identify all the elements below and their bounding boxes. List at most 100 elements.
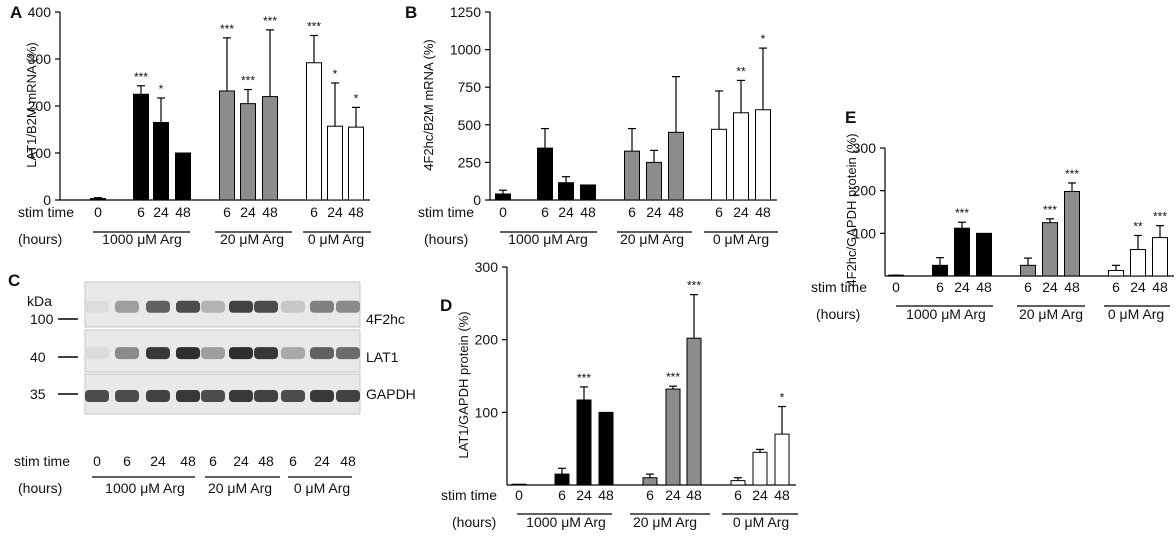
x-tick-label: 6	[137, 204, 145, 220]
lane-label: 24	[314, 453, 330, 469]
group-label: 20 μM Arg	[620, 231, 684, 247]
kda-marker-label: 35	[30, 386, 46, 402]
y-tick-label: 200	[853, 183, 877, 199]
blot-band	[85, 300, 109, 313]
blot-band	[201, 390, 225, 402]
x-tick-label: 24	[1042, 279, 1058, 295]
bar	[175, 152, 191, 201]
blot-band	[281, 347, 305, 360]
significance-marker: ***	[307, 20, 321, 34]
lane-label: 48	[340, 453, 356, 469]
panel-letter: D	[440, 296, 452, 315]
significance-marker: **	[736, 64, 746, 78]
x-tick-label: 6	[628, 204, 636, 220]
bar	[1152, 237, 1168, 277]
blot-band	[254, 300, 278, 313]
x-tick-label: 0	[515, 487, 523, 503]
y-tick-label: 500	[458, 117, 482, 133]
bar	[954, 227, 970, 277]
y-axis-label: LAT1/B2M mRNA (%)	[24, 42, 39, 167]
group-label: 0 μM Arg	[308, 231, 364, 247]
blot-band	[310, 390, 334, 402]
stim-time-label: stim time	[811, 279, 867, 295]
significance-marker: ***	[666, 370, 680, 384]
significance-marker: ***	[220, 22, 234, 36]
x-tick-label: 48	[580, 204, 596, 220]
blot-band	[336, 390, 360, 402]
bar	[133, 93, 149, 201]
blot-band	[281, 390, 305, 402]
y-tick-label: 200	[28, 98, 52, 114]
lane-label: 6	[123, 453, 131, 469]
y-tick-label: 300	[475, 259, 499, 275]
bar	[752, 451, 768, 486]
group-label: 1000 μM Arg	[526, 514, 606, 530]
x-tick-label: 24	[576, 487, 592, 503]
bar	[686, 337, 702, 486]
group-label: 20 μM Arg	[633, 514, 697, 530]
x-tick-label: 24	[752, 487, 768, 503]
panel-letter: E	[845, 108, 856, 127]
bar	[711, 128, 727, 201]
bar	[642, 477, 658, 486]
blot-band	[115, 390, 139, 402]
x-tick-label: 24	[954, 279, 970, 295]
significance-marker: ***	[134, 70, 148, 84]
hours-label: (hours)	[424, 231, 468, 247]
x-tick-label: 6	[1024, 279, 1032, 295]
blot-band	[310, 347, 334, 360]
group-label: 1000 μM Arg	[102, 231, 182, 247]
bar	[537, 147, 553, 201]
group-label: 0 μM Arg	[733, 514, 789, 530]
x-tick-label: 24	[558, 204, 574, 220]
group-label: 0 μM Arg	[1108, 306, 1164, 322]
significance-marker: ***	[1153, 210, 1167, 224]
y-tick-label: 300	[853, 140, 877, 156]
group-label: 1000 μM Arg	[508, 231, 588, 247]
bar	[306, 62, 322, 201]
blot-band	[176, 390, 200, 402]
y-tick-label: 0	[43, 192, 51, 208]
blot-band	[229, 300, 253, 313]
x-tick-label: 24	[1130, 279, 1146, 295]
x-tick-label: 24	[327, 204, 343, 220]
band-label: GAPDH	[366, 386, 416, 402]
panel-a-chart: A 0 100 200 300 400 LAT1/B2M mRNA (%) 0 *** 6 * 24 4…	[10, 3, 371, 247]
bar	[646, 161, 662, 201]
significance-marker: ***	[577, 371, 591, 385]
bar	[580, 184, 596, 201]
lane-label: 24	[150, 453, 166, 469]
blot-band	[146, 390, 170, 402]
blot-band	[310, 300, 334, 313]
band-label: 4F2hc	[366, 311, 405, 327]
y-axis-label: LAT1/GAPDH protein (%)	[456, 311, 471, 458]
x-tick-label: 48	[1152, 279, 1168, 295]
bar	[1064, 191, 1080, 277]
y-tick-label: 200	[475, 332, 499, 348]
x-tick-label: 48	[976, 279, 992, 295]
x-tick-label: 48	[1064, 279, 1080, 295]
blot-band	[336, 347, 360, 360]
lane-label: 48	[180, 453, 196, 469]
bar	[348, 126, 364, 201]
group-label: 1000 μM Arg	[906, 306, 986, 322]
y-tick-label: 300	[28, 51, 52, 67]
bar	[932, 264, 948, 277]
x-tick-label: 48	[175, 204, 191, 220]
band-label: LAT1	[366, 349, 399, 365]
x-tick-label: 48	[686, 487, 702, 503]
blot-band	[115, 300, 139, 313]
blot-band	[254, 347, 278, 360]
bar	[558, 182, 574, 201]
y-tick-label: 100	[853, 225, 877, 241]
x-tick-label: 6	[310, 204, 318, 220]
bar	[1020, 264, 1036, 277]
kda-label: kDa	[27, 293, 52, 309]
significance-marker: *	[761, 32, 766, 46]
panel-letter: A	[10, 3, 22, 22]
y-axis-label: 4F2hc/B2M mRNA (%)	[421, 39, 436, 170]
kda-marker-label: 100	[30, 311, 54, 327]
lane-label: 6	[209, 453, 217, 469]
